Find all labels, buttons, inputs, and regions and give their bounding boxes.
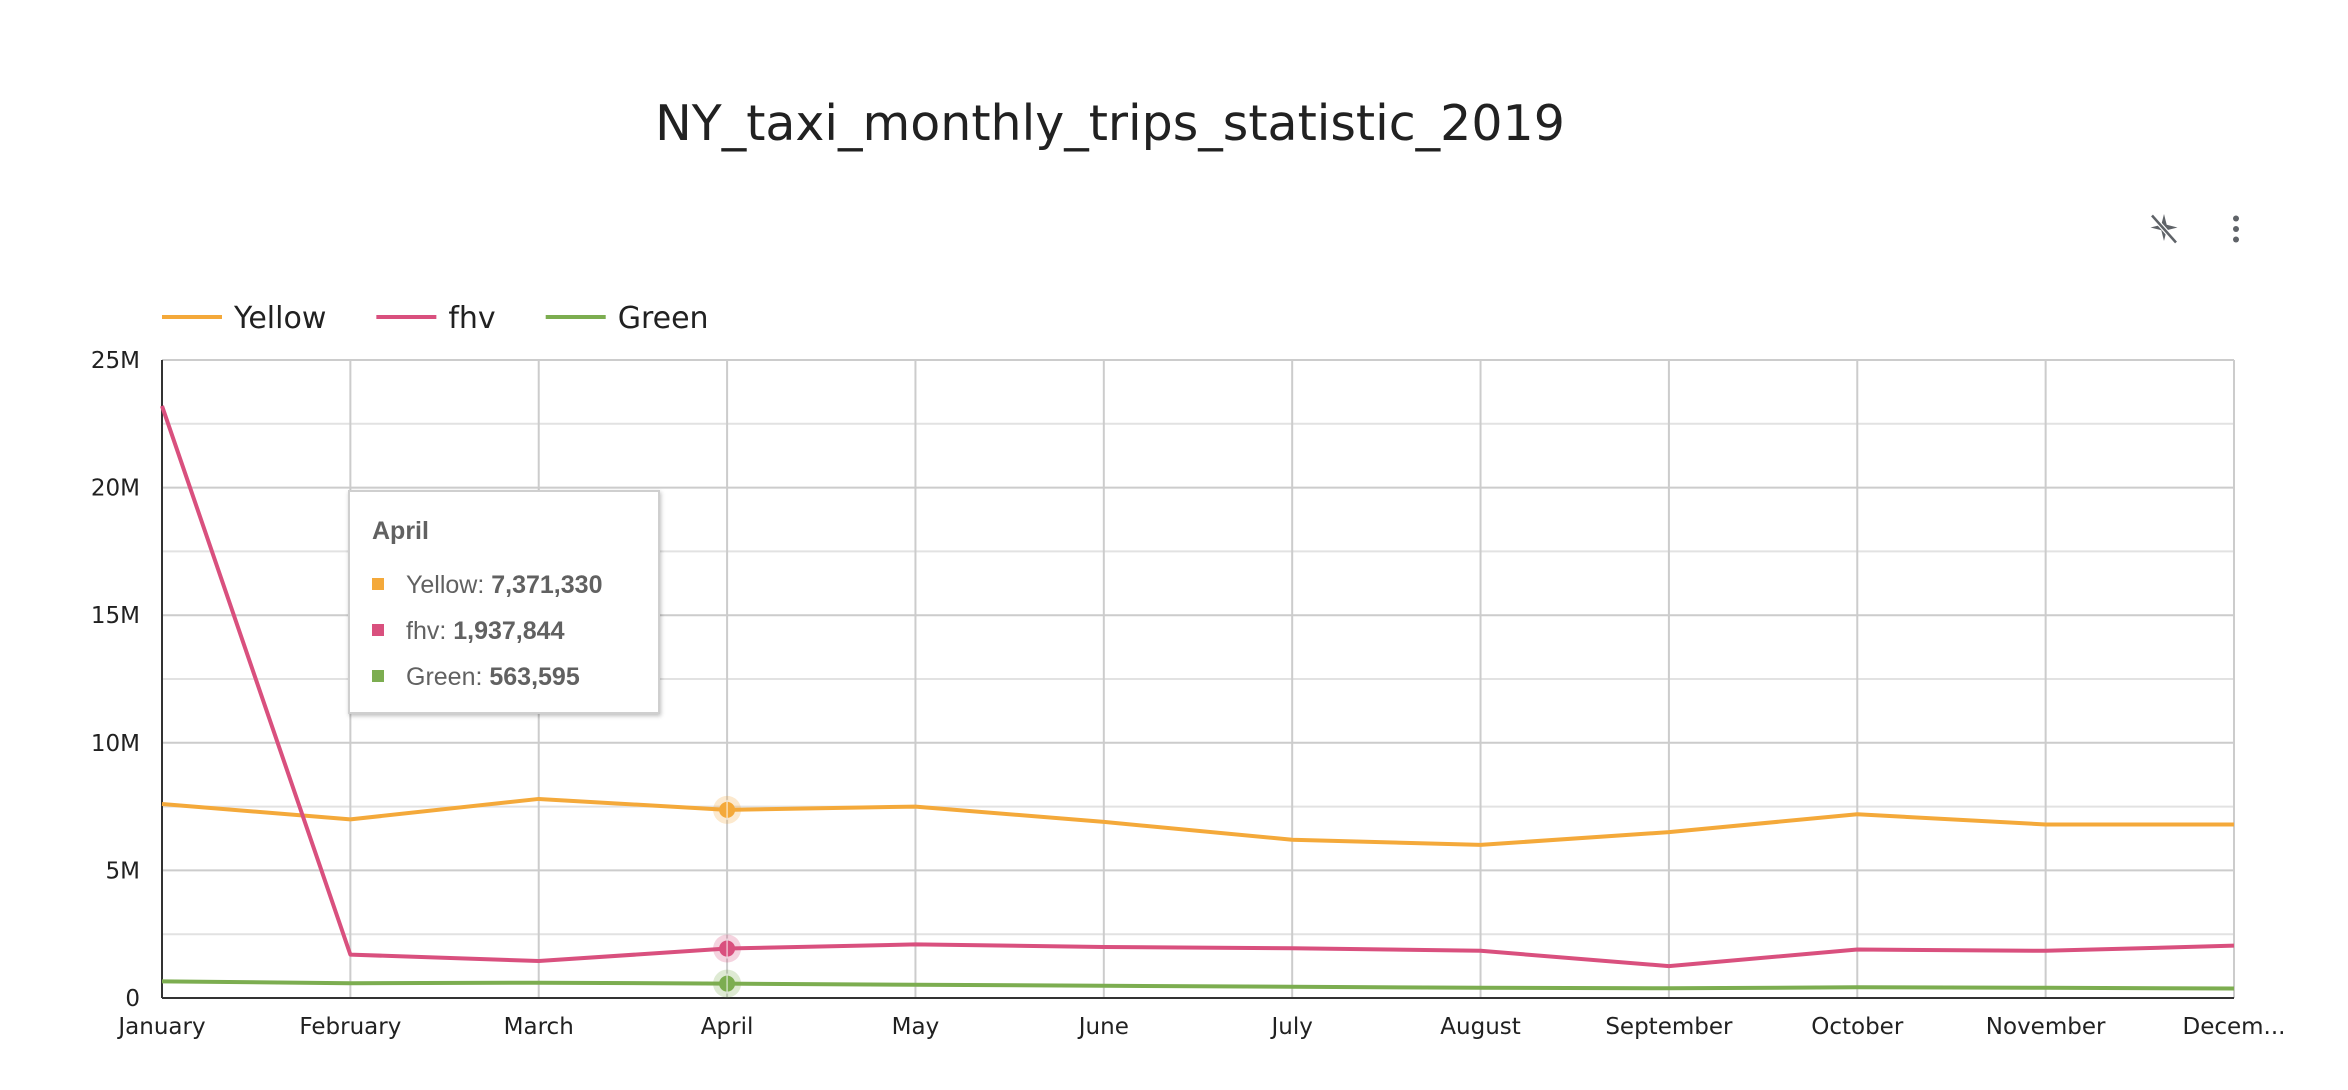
x-tick-label: November: [1986, 1014, 2106, 1040]
tooltip-swatch-fhv: [372, 624, 384, 637]
x-tick-label: August: [1440, 1014, 1521, 1040]
x-tick-label: July: [1269, 1014, 1312, 1040]
tooltip-value-fhv: 1,937,844: [453, 617, 565, 645]
y-tick-label: 20M: [91, 476, 140, 502]
legend-label-fhv: fhv: [448, 301, 495, 336]
chart-tooltip: April Yellow: 7,371,330 fhv: 1,937,844 G…: [348, 490, 660, 714]
x-tick-label: April: [701, 1014, 754, 1040]
tooltip-label-green: Green:: [406, 663, 490, 691]
tooltip-value-yellow: 7,371,330: [491, 571, 603, 599]
y-tick-label: 0: [125, 986, 140, 1012]
series-line-yellow: [161, 796, 2234, 847]
series-line-green: [161, 979, 2235, 991]
y-tick-label: 15M: [91, 603, 140, 629]
x-tick-label: June: [1077, 1014, 1129, 1040]
tooltip-value-green: 563,595: [489, 663, 580, 691]
x-tick-label: May: [892, 1014, 940, 1040]
sparkle-off-icon[interactable]: [2140, 205, 2188, 253]
tooltip-swatch-green: [372, 670, 384, 683]
series-line-fhv: [160, 405, 2235, 969]
x-tick-label: January: [116, 1014, 205, 1040]
y-tick-label: 10M: [91, 731, 140, 757]
x-tick-label: October: [1811, 1014, 1904, 1040]
tooltip-label-fhv: fhv:: [406, 617, 454, 645]
legend-label-yellow: Yellow: [233, 301, 326, 336]
chart-title: NY_taxi_monthly_trips_statistic_2019: [655, 95, 1565, 152]
x-tick-label: September: [1605, 1014, 1733, 1040]
y-tick-label: 25M: [91, 348, 140, 374]
tooltip-row-green: Green: 563,595: [372, 663, 580, 692]
tooltip-swatch-yellow: [372, 578, 384, 591]
more-vert-icon[interactable]: [2212, 205, 2260, 253]
x-tick-label: March: [504, 1014, 574, 1040]
x-tick-label: February: [299, 1014, 401, 1040]
tooltip-label-yellow: Yellow:: [406, 571, 492, 599]
y-tick-label: 5M: [106, 858, 140, 884]
legend-label-green: Green: [618, 301, 709, 336]
tooltip-title: April: [372, 517, 429, 545]
tooltip-row-fhv: fhv: 1,937,844: [372, 617, 564, 646]
tooltip-row-yellow: Yellow: 7,371,330: [372, 571, 602, 600]
x-tick-label: Decem...: [2183, 1014, 2286, 1040]
